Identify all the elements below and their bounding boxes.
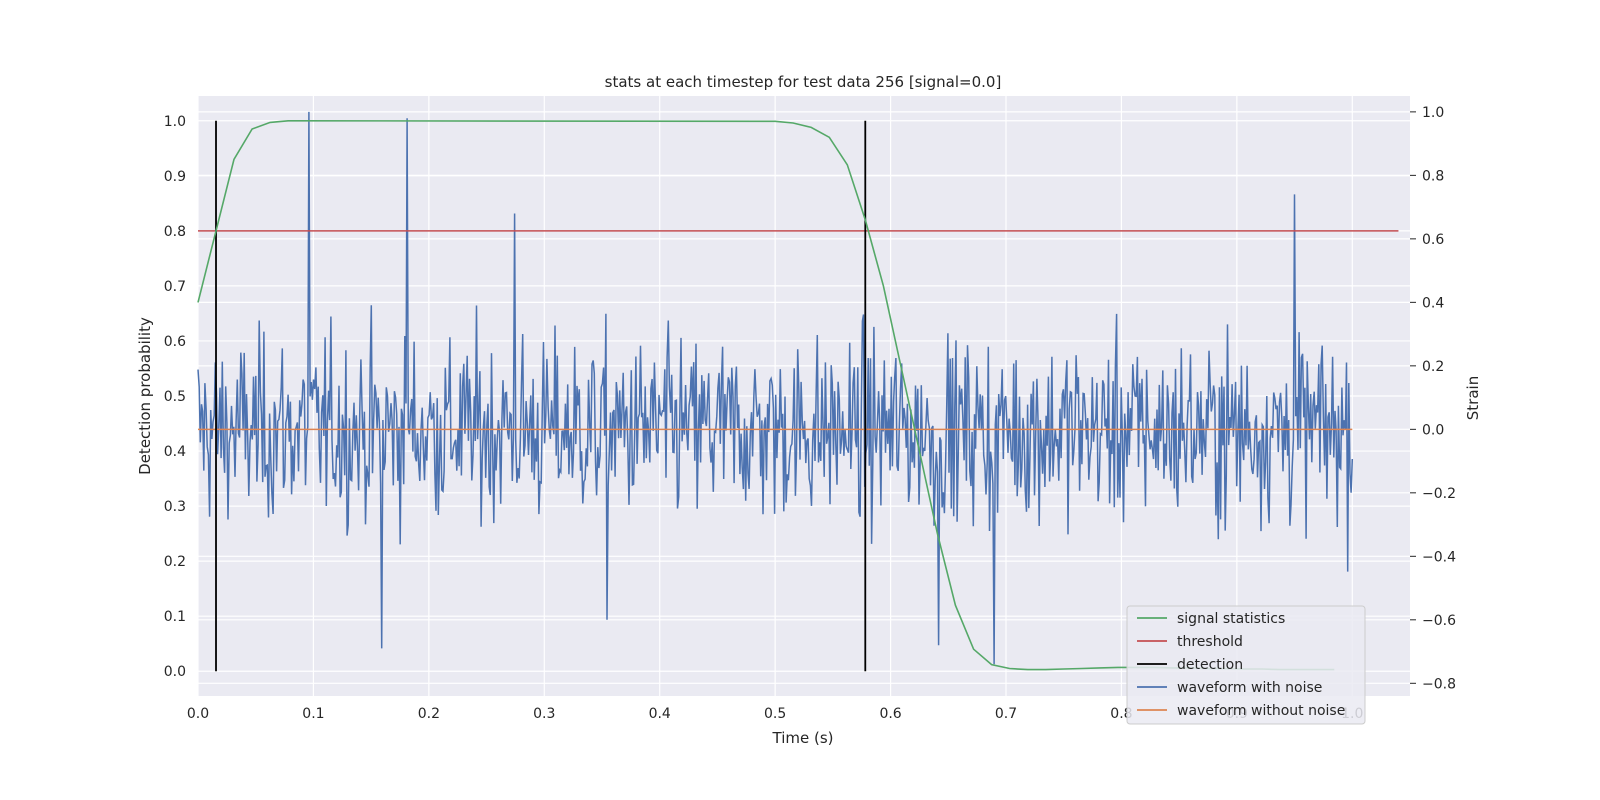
y2-tick-label: −0.2 bbox=[1422, 486, 1456, 502]
chart-title: stats at each timestep for test data 256… bbox=[605, 73, 1002, 91]
y2-tick-label: 1.0 bbox=[1422, 105, 1444, 121]
legend: signal statistics threshold detection wavef… bbox=[1126, 605, 1366, 725]
y2-tick-label: −0.8 bbox=[1422, 676, 1456, 692]
y-tick-label: 0.8 bbox=[164, 224, 186, 240]
x-tick-label: 0.3 bbox=[533, 706, 555, 722]
y-tick-label: 0.5 bbox=[164, 389, 186, 405]
y-tick-label: 1.0 bbox=[164, 114, 186, 130]
y2-tick-label: 0.6 bbox=[1422, 232, 1444, 248]
legend-label: detection bbox=[1177, 657, 1243, 673]
x-tick-label: 0.7 bbox=[995, 706, 1017, 722]
y-tick-label: 0.4 bbox=[164, 444, 186, 460]
legend-box bbox=[1126, 605, 1366, 725]
plot-series bbox=[197, 111, 1399, 672]
y2-axis-label: Strain bbox=[1464, 376, 1482, 420]
legend-label: threshold bbox=[1177, 634, 1243, 650]
y-tick-label: 0.1 bbox=[164, 609, 186, 625]
x-tick-label: 0.4 bbox=[649, 706, 671, 722]
y-tick-label: 0.2 bbox=[164, 554, 186, 570]
x-tick-label: 0.0 bbox=[187, 706, 209, 722]
y2-tick-label: −0.6 bbox=[1422, 613, 1456, 629]
x-tick-label: 0.1 bbox=[302, 706, 324, 722]
x-tick-label: 0.2 bbox=[418, 706, 440, 722]
x-tick-label: 0.6 bbox=[879, 706, 901, 722]
x-axis-label: Time (s) bbox=[772, 729, 834, 747]
y-tick-label: 0.3 bbox=[164, 499, 186, 515]
legend-label: waveform with noise bbox=[1177, 680, 1322, 696]
y2-tick-label: 0.8 bbox=[1422, 168, 1444, 184]
y-tick-label: 0.0 bbox=[164, 664, 186, 680]
y2-tick-label: −0.4 bbox=[1422, 549, 1456, 565]
y-tick-label: 0.9 bbox=[164, 169, 186, 185]
y-tick-label: 0.7 bbox=[164, 279, 186, 295]
legend-label: signal statistics bbox=[1177, 611, 1285, 627]
y-axis-label: Detection probability bbox=[136, 317, 154, 475]
y2-tick-label: 0.0 bbox=[1422, 422, 1444, 438]
y2-tick-label: 0.4 bbox=[1422, 295, 1444, 311]
y2-tick-label: 0.2 bbox=[1422, 359, 1444, 375]
x-tick-label: 0.5 bbox=[764, 706, 786, 722]
y-tick-label: 0.6 bbox=[164, 334, 186, 350]
series-waveform-with-noise bbox=[197, 111, 1354, 665]
legend-label: waveform without noise bbox=[1177, 703, 1345, 719]
